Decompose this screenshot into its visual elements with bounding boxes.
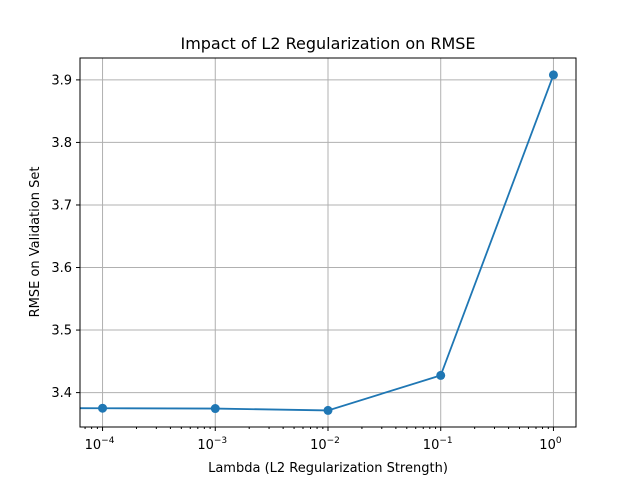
y-tick-label: 3.8: [51, 136, 72, 151]
data-point: [210, 404, 220, 414]
data-point: [98, 403, 108, 413]
grid-layer: [80, 58, 576, 427]
chart-title: Impact of L2 Regularization on RMSE: [180, 34, 475, 53]
data-point: [436, 370, 446, 380]
y-axis-label: RMSE on Validation Set: [28, 167, 43, 318]
y-tick-label: 3.7: [51, 198, 72, 213]
y-tick-label: 3.4: [51, 386, 72, 401]
series-layer: [79, 70, 558, 415]
y-tick-label: 3.6: [51, 261, 72, 276]
data-point: [323, 405, 333, 415]
x-axis-label: Lambda (L2 Regularization Strength): [208, 461, 448, 476]
y-tick-label: 3.5: [51, 324, 72, 339]
x-tick-label: 10−2: [310, 436, 340, 453]
tick-layer: 10−4 10−3 10−2 10−1 100 3.4 3.5 3.6 3.7 3.8 3.9: [51, 73, 562, 453]
x-tick-label: 10−4: [85, 436, 115, 453]
x-tick-label: 100: [539, 436, 562, 453]
x-tick-label: 10−3: [197, 436, 227, 453]
y-tick-label: 3.9: [51, 73, 72, 88]
x-tick-label: 10−1: [423, 436, 453, 453]
data-point: [548, 70, 558, 80]
